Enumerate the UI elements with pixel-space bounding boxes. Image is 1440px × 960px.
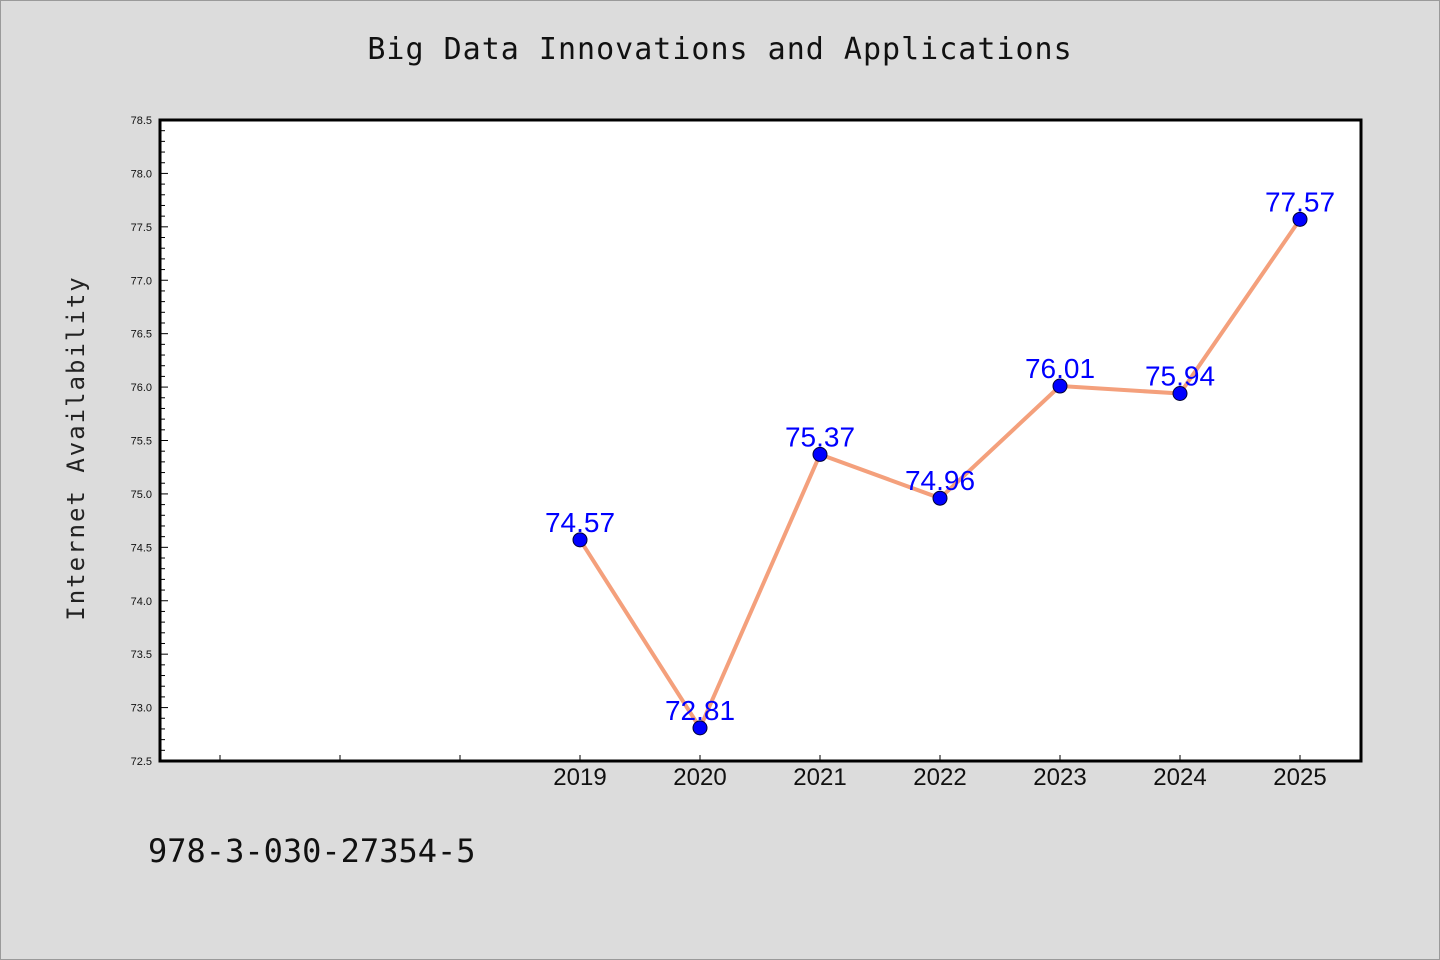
- chart-title: Big Data Innovations and Applications: [367, 32, 1073, 67]
- data-point: [932, 490, 948, 506]
- x-tick-label: 2019: [553, 764, 606, 791]
- isbn-text: 978-3-030-27354-5: [148, 832, 476, 870]
- data-point: [1172, 385, 1188, 401]
- y-tick-label: 77.0: [131, 275, 152, 287]
- y-tick-label: 74.0: [131, 596, 152, 608]
- data-label: 75.37: [785, 421, 855, 452]
- x-tick-label: 2021: [793, 764, 846, 791]
- y-tick-label: 73.5: [131, 649, 152, 661]
- y-tick-label: 78.0: [131, 168, 152, 180]
- y-tick-label: 76.0: [131, 382, 152, 394]
- data-point: [572, 532, 588, 548]
- data-point: [692, 720, 708, 736]
- data-label: 74.96: [905, 465, 975, 496]
- x-tick-label: 2022: [913, 764, 966, 791]
- y-tick-label: 74.5: [131, 542, 152, 554]
- data-label: 76.01: [1025, 353, 1095, 384]
- y-tick-label: 73.0: [131, 703, 152, 715]
- data-label: 74.57: [545, 507, 615, 538]
- data-label: 77.57: [1265, 186, 1335, 217]
- x-tick-label: 2025: [1273, 764, 1326, 791]
- x-tick-label: 2024: [1153, 764, 1206, 791]
- y-tick-label: 75.0: [131, 489, 152, 501]
- data-point: [1052, 378, 1068, 394]
- y-tick-label: 72.5: [131, 756, 152, 768]
- y-tick-label: 75.5: [131, 436, 152, 448]
- x-tick-label: 2020: [673, 764, 726, 791]
- data-label: 72.81: [665, 695, 735, 726]
- plot-area: [160, 120, 1361, 761]
- y-tick-label: 78.5: [131, 115, 152, 127]
- data-label: 75.94: [1145, 360, 1215, 391]
- data-point: [812, 446, 828, 462]
- y-tick-label: 76.5: [131, 329, 152, 341]
- x-tick-label: 2023: [1033, 764, 1086, 791]
- plot-border: [158, 118, 1363, 763]
- y-tick-label: 77.5: [131, 222, 152, 234]
- data-point: [1292, 211, 1308, 227]
